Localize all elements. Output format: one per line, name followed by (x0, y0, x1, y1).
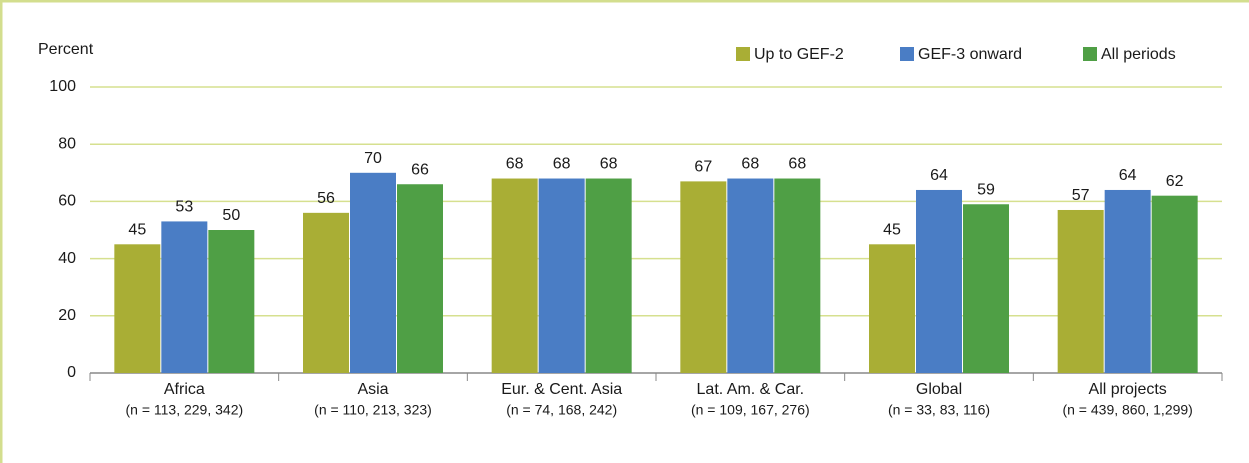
data-label: 68 (741, 156, 759, 173)
data-label: 68 (788, 156, 806, 173)
data-label: 45 (883, 222, 901, 239)
y-tick-label: 100 (49, 78, 76, 95)
y-tick-label: 40 (58, 250, 76, 267)
data-label: 67 (694, 159, 712, 176)
y-axis-label: Percent (38, 41, 94, 58)
data-label: 70 (364, 150, 382, 167)
legend-label: Up to GEF-2 (754, 46, 844, 63)
bar (208, 230, 255, 373)
bar (916, 189, 962, 373)
x-tick-sublabel: (n = 110, 213, 323) (314, 402, 432, 418)
bar (491, 178, 538, 373)
data-label: 53 (175, 199, 193, 216)
y-tick-label: 20 (58, 307, 76, 324)
x-tick-label: Eur. & Cent. Asia (501, 381, 622, 398)
data-label: 68 (600, 156, 618, 173)
x-tick-sublabel: (n = 109, 167, 276) (691, 402, 810, 418)
bar (585, 178, 632, 373)
x-tick-label: Africa (164, 381, 205, 398)
data-label: 68 (506, 156, 524, 173)
bar (1104, 189, 1151, 373)
legend-swatch (1083, 47, 1097, 61)
bar (680, 181, 727, 373)
data-label: 68 (553, 156, 571, 173)
data-label: 64 (1119, 167, 1137, 184)
x-tick-label: All projects (1089, 381, 1167, 398)
bar (538, 178, 585, 373)
data-label: 57 (1072, 187, 1090, 204)
bar (1151, 195, 1198, 373)
bar (963, 204, 1009, 373)
bar (161, 221, 208, 373)
bar (869, 244, 915, 373)
x-tick-sublabel: (n = 33, 83, 116) (888, 402, 990, 418)
data-label: 50 (222, 207, 240, 224)
y-tick-label: 80 (58, 135, 76, 152)
bar (727, 178, 774, 373)
bar (397, 184, 443, 373)
x-tick-label: Asia (357, 381, 388, 398)
x-tick-label: Global (916, 381, 962, 398)
legend-label: GEF-3 onward (918, 46, 1022, 63)
bar (1057, 209, 1104, 373)
x-tick-sublabel: (n = 439, 860, 1,299) (1062, 402, 1192, 418)
y-tick-label: 0 (67, 364, 76, 381)
data-label: 66 (411, 161, 429, 178)
legend-swatch (736, 47, 750, 61)
data-label: 56 (317, 190, 335, 207)
legend-label: All periods (1101, 46, 1176, 63)
bar (303, 212, 349, 373)
data-label: 59 (977, 181, 995, 198)
bar (114, 244, 161, 373)
x-tick-sublabel: (n = 74, 168, 242) (506, 402, 617, 418)
bar (774, 178, 821, 373)
data-label: 45 (128, 222, 146, 239)
y-tick-label: 60 (58, 193, 76, 210)
data-label: 64 (930, 167, 948, 184)
legend-swatch (900, 47, 914, 61)
x-tick-label: Lat. Am. & Car. (697, 381, 805, 398)
data-label: 62 (1166, 173, 1184, 190)
bar (350, 172, 396, 373)
x-tick-sublabel: (n = 113, 229, 342) (125, 402, 243, 418)
